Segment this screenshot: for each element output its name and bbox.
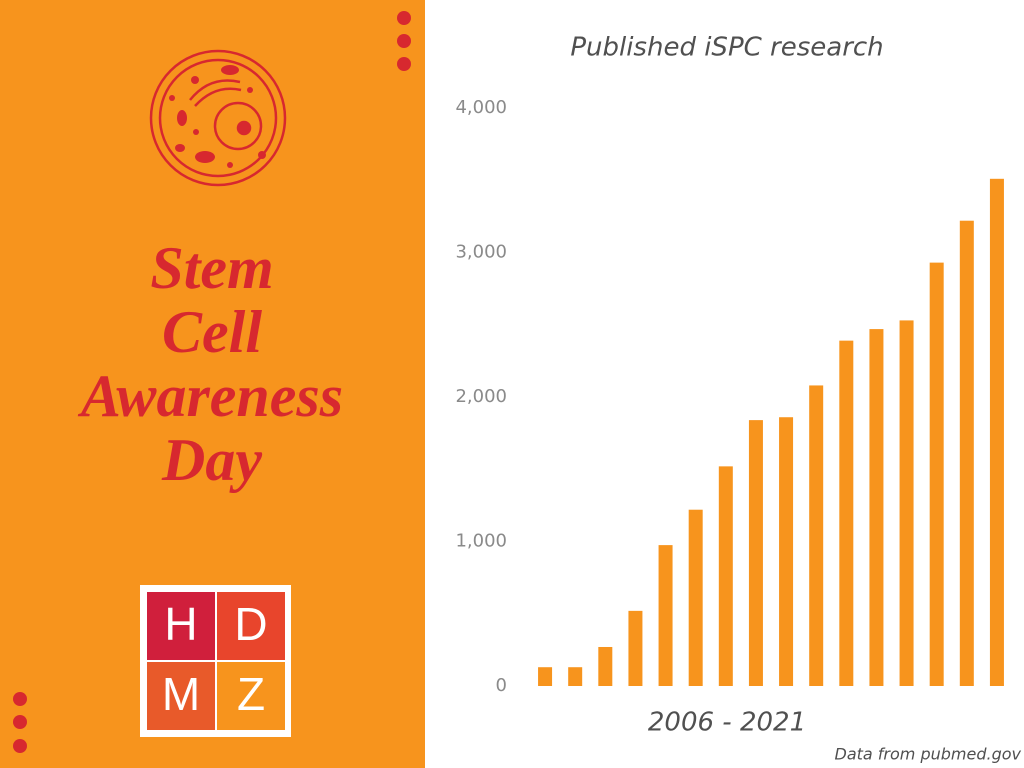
headline: Cell — [162, 299, 262, 365]
logo-letter: Z — [237, 668, 265, 720]
bar — [718, 466, 733, 686]
bar — [959, 220, 974, 686]
y-tick-label: 3,000 — [455, 242, 507, 263]
y-tick-label: 0 — [496, 675, 507, 696]
y-tick-label: 4,000 — [455, 97, 507, 118]
bar — [628, 610, 643, 686]
bar — [688, 509, 703, 686]
bar — [929, 262, 944, 686]
headline: Day — [161, 427, 262, 493]
chart-title: Published iSPC research — [570, 33, 883, 63]
logo-letter: D — [234, 598, 267, 650]
x-axis-label: 2006 - 2021 — [648, 708, 806, 738]
y-tick-label: 1,000 — [455, 531, 507, 552]
bar — [989, 178, 1004, 686]
dots — [13, 11, 411, 753]
cell-icon — [149, 49, 287, 187]
bar — [748, 420, 763, 686]
bar — [899, 320, 914, 686]
logo-letter: H — [164, 598, 197, 650]
bar — [779, 417, 794, 686]
bar — [839, 340, 854, 686]
bar — [568, 667, 583, 686]
bar — [538, 667, 553, 686]
bar — [598, 646, 613, 686]
headline: Awareness — [77, 363, 343, 429]
y-tick-label: 2,000 — [455, 386, 507, 407]
bar — [809, 385, 824, 686]
bar — [869, 329, 884, 686]
bar — [658, 545, 673, 686]
logo-letter: M — [162, 668, 200, 720]
logo: H D M Z — [140, 585, 291, 737]
source: Data from pubmed.gov — [835, 745, 1022, 764]
headline: Stem — [150, 235, 273, 301]
